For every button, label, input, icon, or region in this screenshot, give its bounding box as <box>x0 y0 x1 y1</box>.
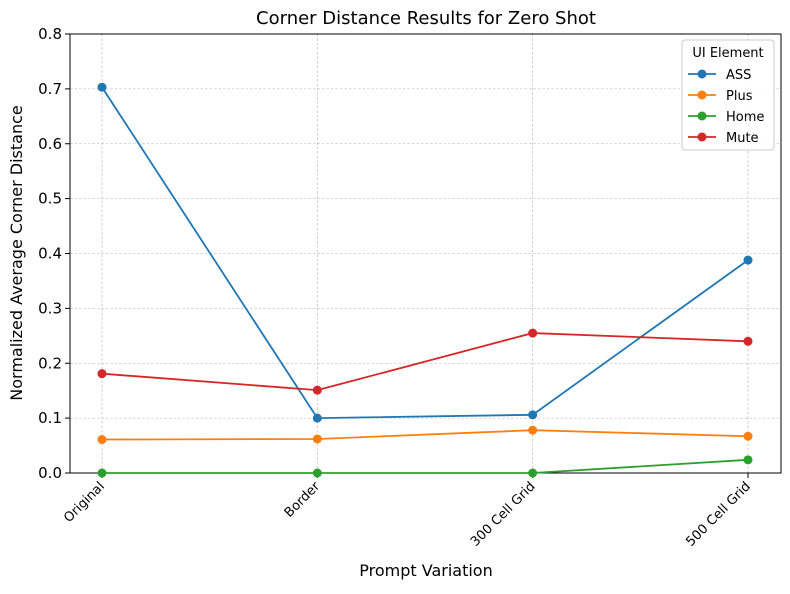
y-tick-label: 0.2 <box>38 354 62 372</box>
legend-label-home: Home <box>726 110 764 125</box>
data-point-home <box>312 468 322 478</box>
legend-label-plus: Plus <box>726 89 753 104</box>
series-line-ass <box>101 86 749 420</box>
data-point-ass <box>743 255 753 265</box>
data-point-home <box>743 455 753 465</box>
x-tick-label: Original <box>61 479 108 526</box>
legend-title: UI Element <box>692 46 763 61</box>
legend-label-mute: Mute <box>726 131 759 146</box>
legend-label-ass: ASS <box>726 68 751 83</box>
data-point-plus <box>312 434 322 444</box>
legend: UI Element ASS Plus Home Mute <box>681 39 775 151</box>
series-line-home <box>102 458 749 474</box>
y-tick-label: 0.5 <box>38 190 62 208</box>
series-line-plus <box>101 429 749 441</box>
y-tick-label: 0.6 <box>38 135 62 153</box>
series-lines <box>97 82 753 478</box>
data-point-home <box>528 468 538 478</box>
x-axis-label: Prompt Variation <box>359 561 492 580</box>
x-tick-label: 300 Cell Grid <box>468 479 538 549</box>
legend-marker-mute <box>697 132 707 142</box>
x-tick-label: Border <box>282 479 324 521</box>
y-tick-label: 0.1 <box>38 409 62 427</box>
axes: 0.0 0.1 0.2 0.3 0.4 0.5 0.6 0.7 0.8 Original Borde… <box>38 25 782 550</box>
data-point-ass <box>97 82 107 92</box>
grid <box>70 33 781 474</box>
y-tick-label: 0.0 <box>38 464 62 482</box>
data-point-home <box>97 468 107 478</box>
data-point-ass <box>528 410 538 420</box>
y-tick-label: 0.4 <box>38 245 62 263</box>
y-tick-label: 0.7 <box>38 80 62 98</box>
x-tick-label: 500 Cell Grid <box>683 479 753 549</box>
data-point-mute <box>743 336 753 346</box>
data-point-ass <box>312 413 322 423</box>
legend-box <box>681 39 775 151</box>
legend-marker-home <box>697 111 707 121</box>
y-tick-label: 0.3 <box>38 299 62 317</box>
data-point-mute <box>97 369 107 379</box>
data-point-plus <box>97 435 107 445</box>
chart-title: Corner Distance Results for Zero Shot <box>256 8 596 29</box>
data-point-mute <box>312 385 322 395</box>
legend-marker-ass <box>697 69 707 79</box>
data-point-mute <box>528 328 538 338</box>
data-point-plus <box>743 431 753 441</box>
legend-marker-plus <box>697 90 707 100</box>
y-axis-label: Normalized Average Corner Distance <box>7 105 26 400</box>
data-point-plus <box>528 425 538 435</box>
y-tick-label: 0.8 <box>38 25 62 43</box>
series-line-mute <box>101 332 749 392</box>
